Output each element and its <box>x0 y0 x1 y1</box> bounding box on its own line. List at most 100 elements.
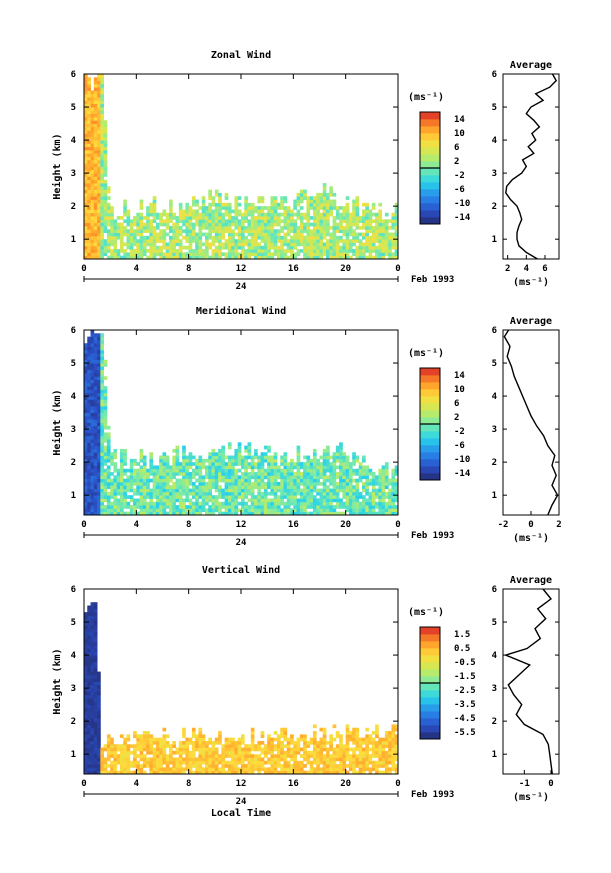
heatmap-cell <box>231 458 235 463</box>
heatmap-cell <box>155 239 160 243</box>
heatmap-cell <box>119 216 124 220</box>
heatmap-cell <box>84 149 88 154</box>
heatmap-cell <box>329 475 333 480</box>
heatmap-cell <box>84 199 88 204</box>
heatmap-cell <box>388 219 392 224</box>
colorbar-tick-label: 6 <box>454 399 459 409</box>
heatmap-cell <box>97 488 101 493</box>
heatmap-cell <box>165 232 170 237</box>
heatmap-cell <box>362 488 366 493</box>
heatmap-cell <box>182 731 186 735</box>
heatmap-cell <box>172 239 176 243</box>
heatmap-cell <box>169 468 173 473</box>
heatmap-cell <box>152 770 157 775</box>
heatmap-cell <box>119 505 124 509</box>
heatmap-cell <box>384 478 389 483</box>
heatmap-cell <box>352 501 356 506</box>
heatmap-cell <box>244 468 248 473</box>
heatmap-cell <box>244 465 248 470</box>
heatmap-cell <box>211 448 216 453</box>
heatmap-cell <box>211 770 216 775</box>
heatmap-cell <box>241 740 245 745</box>
heatmap-cell <box>90 126 95 131</box>
heatmap-cell <box>244 212 248 217</box>
heatmap-cell <box>169 252 173 257</box>
heatmap-cell <box>332 242 337 247</box>
heatmap-cell <box>339 498 343 503</box>
heatmap-cell <box>273 757 278 762</box>
heatmap-cell <box>152 232 157 237</box>
heatmap-cell <box>296 750 301 755</box>
heatmap-cell <box>329 491 333 496</box>
heatmap-cell <box>87 658 91 663</box>
heatmap-cell <box>270 475 275 480</box>
heatmap-cell <box>391 737 396 742</box>
heatmap-cell <box>257 472 262 476</box>
heatmap-cell <box>293 252 297 257</box>
heatmap-cell <box>191 508 196 513</box>
heatmap-cell <box>87 488 91 493</box>
heatmap-cell <box>231 216 235 220</box>
heatmap-cell <box>322 501 327 506</box>
heatmap-cell <box>362 235 366 240</box>
heatmap-cell <box>90 339 95 344</box>
heatmap-cell <box>286 485 291 489</box>
heatmap-cell <box>123 764 127 768</box>
heatmap-cell <box>237 458 242 463</box>
heatmap-cell <box>129 255 134 260</box>
heatmap-cell <box>358 747 363 752</box>
heatmap-cell <box>211 472 216 476</box>
heatmap-cell <box>299 501 304 506</box>
heatmap-cell <box>175 488 180 493</box>
heatmap-cell <box>231 239 235 243</box>
heatmap-cell <box>97 478 101 483</box>
heatmap-cell <box>267 252 271 257</box>
heatmap-cell <box>87 87 91 91</box>
heatmap-cell <box>263 747 268 752</box>
colorbar-swatch <box>420 690 440 698</box>
heatmap-cell <box>326 757 330 762</box>
heatmap-cell <box>84 701 88 706</box>
heatmap-cell <box>84 432 88 437</box>
heatmap-cell <box>159 472 163 476</box>
colorbar-swatch <box>420 648 440 656</box>
heatmap-cell <box>90 379 95 384</box>
heatmap-cell <box>306 202 311 207</box>
heatmap-cell <box>87 110 91 115</box>
heatmap-cell <box>149 491 154 496</box>
heatmap-cell <box>362 225 366 230</box>
heatmap-cell <box>126 212 131 217</box>
heatmap-cell <box>90 159 95 164</box>
heatmap-cell <box>84 405 88 410</box>
heatmap-cell <box>224 488 229 493</box>
heatmap-cell <box>234 209 239 214</box>
heatmap-cell <box>201 754 206 758</box>
heatmap-cell <box>247 488 252 493</box>
heatmap-cell <box>84 711 88 715</box>
heatmap-cell <box>182 209 186 214</box>
heatmap-cell <box>100 376 105 380</box>
heatmap-cell <box>394 734 399 739</box>
heatmap-cell <box>345 255 350 260</box>
heatmap-cell <box>326 508 330 513</box>
heatmap-cell <box>93 252 98 257</box>
heatmap-cell <box>224 495 229 499</box>
heatmap-cell <box>355 472 360 476</box>
heatmap-cell <box>84 429 88 433</box>
heatmap-cell <box>375 505 379 509</box>
heatmap-cell <box>267 491 271 496</box>
heatmap-cell <box>365 222 369 227</box>
heatmap-cell <box>103 196 108 200</box>
heatmap-cell <box>214 757 219 762</box>
heatmap-cell <box>247 505 252 509</box>
heatmap-cell <box>116 754 121 758</box>
heatmap-cell <box>93 645 98 649</box>
heatmap-cell <box>178 750 183 755</box>
heatmap-cell <box>332 192 337 197</box>
heatmap-cell <box>106 481 111 486</box>
heatmap-cell <box>103 744 108 748</box>
heatmap-cell <box>100 498 105 503</box>
heatmap-cell <box>84 126 88 131</box>
heatmap-cell <box>273 767 278 772</box>
average-y-tick-label: 1 <box>492 491 497 501</box>
